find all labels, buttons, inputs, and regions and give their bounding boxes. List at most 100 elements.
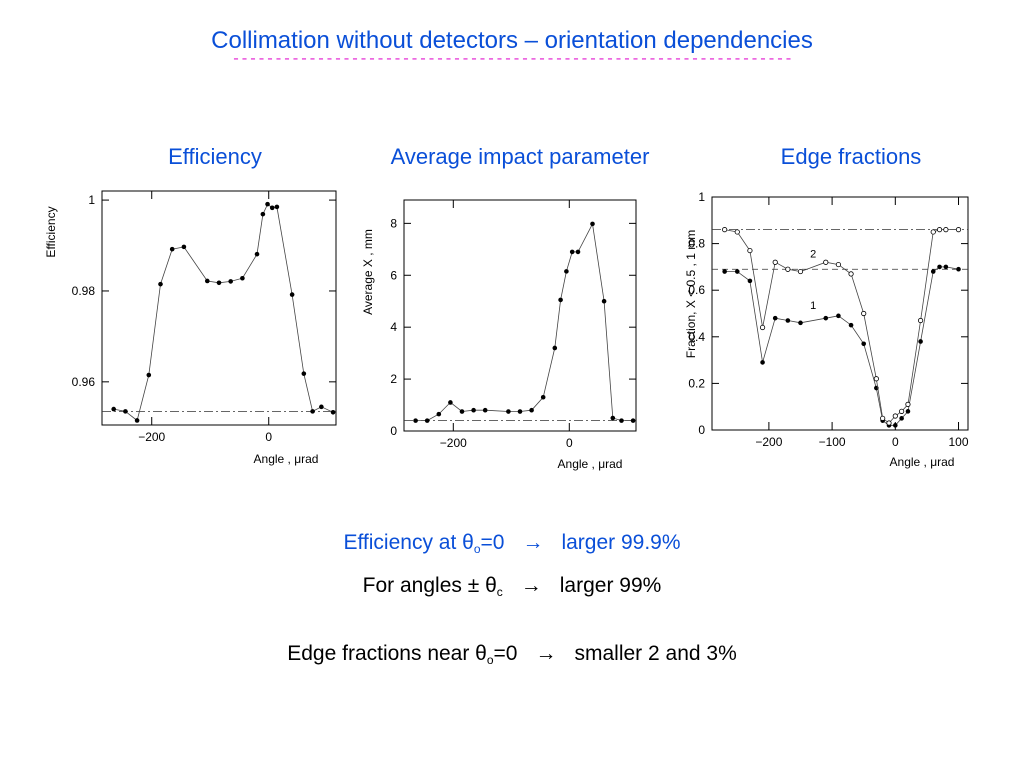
chart2-frame [403,199,637,432]
chart1-point [260,211,266,217]
line3-arrow: → [535,642,557,665]
chart3-point-open [955,227,962,233]
chart3-xtick-label: 100 [949,435,969,449]
chart3-point [893,423,898,428]
chart2-xlabel: Angle , μrad [558,457,623,471]
chart3-point-open [943,227,949,233]
chart1-point [181,244,187,250]
chart3-point [785,318,791,323]
chart1-point [265,201,270,207]
chart1-point [319,404,324,410]
line3-pre: Edge fractions near θ [287,642,487,665]
chart3-point [836,313,841,319]
line1-arrow: → [522,531,544,554]
chart1-point [310,409,315,414]
chart2-point [564,269,569,274]
chart3-point-open [899,408,905,414]
line3-post: =0 [493,642,518,665]
chart3-point-open [835,261,842,268]
chart3-point [848,322,854,328]
chart3-ytick-label: 1 [698,190,705,204]
panel-title-impact: Average impact parameter [390,144,650,169]
chart2-ytick-label: 6 [390,268,397,282]
chart2-point [558,297,563,303]
chart2-point [575,249,581,255]
chart3-point [918,339,923,344]
chart1-point [330,409,336,415]
chart2-point [529,407,534,413]
chart2-ytick-label: 2 [390,372,397,386]
chart3-point-open [785,266,791,272]
chart3-series-2-line [724,229,959,424]
chart2-point [448,400,453,405]
line1-sub: o [473,542,481,556]
chart2-ytick-label: 8 [390,216,397,230]
chart3-point [798,320,803,326]
chart3-point-open [759,324,766,331]
chart1-ytick-label: 1 [88,193,95,207]
chart3-ytick-label: 0.4 [688,330,705,344]
chart1-point [240,275,245,281]
chart2-point [424,418,430,423]
chart3-point [943,264,949,270]
chart3-ytick-label: 0.8 [688,237,705,251]
chart3-ylabel: Fraction, X < 0.5 , 1 mm [684,230,698,358]
text-line-edge: Edge fractions near θo=0 → smaller 2 and 3… [0,642,1024,667]
chart3-point-open [823,259,829,265]
chart2-point [413,418,418,423]
chart1-point [169,246,175,252]
panel-title-efficiency: Efficiency [168,144,262,169]
chart3-point [899,416,904,421]
chart3-point-open [772,259,778,265]
line2-sub: c [496,585,503,599]
chart3-point [861,341,867,347]
chart2-ytick-label: 4 [390,320,397,334]
chart3-ytick-label: 0.6 [688,283,705,297]
chart3-point [772,315,778,321]
chart3-point-open [722,227,728,233]
chart3-point-open [880,415,886,421]
chart3-ytick-label: 0.2 [688,376,705,390]
chart3-point-open [917,317,924,324]
chart2-point [619,418,624,423]
chart3-xtick-label: −100 [819,435,846,449]
panel-title-edge: Edge fractions [780,144,922,169]
chart3-point-open [747,247,753,254]
chart1-point [134,418,140,423]
chart3-point [956,266,961,272]
line1-pre: Efficiency at θ [343,531,474,554]
chart3-point [722,269,727,274]
chart1-point [111,406,116,412]
chart3-ytick-label: 0 [698,423,705,437]
chart1-xtick-label: −200 [138,430,165,444]
chart3-series-1-line [724,266,959,426]
line3-sub: o [486,653,494,667]
chart3-frame [711,196,969,431]
chart3-xtick-label: 0 [892,435,899,449]
chart2-point [471,407,476,413]
chart1-series-1-line [113,203,334,422]
line1-tail: larger 99.9% [561,531,681,554]
line2-pre: For angles ± θ [362,574,497,597]
chart3-point [823,315,829,321]
chart3-point [930,269,936,274]
title-underline: ----------------------------------------… [231,52,793,67]
text-line-angles: For angles ± θc → larger 99% [0,574,1024,599]
chart3-point [905,409,911,414]
chart1-ytick-label: 0.98 [72,284,96,298]
chart3-xlabel: Angle , μrad [890,455,955,469]
chart3-point-open [797,268,804,275]
line2-arrow: → [520,574,542,597]
chart1-point [254,251,260,257]
chart2-point [601,298,607,304]
chart1-point [216,280,222,286]
chart1-xtick-label: 0 [265,430,272,444]
chart1-point [228,279,233,284]
chart3-point-open [734,229,740,235]
chart3-point-open [892,413,898,419]
chart2-ylabel: Average X , mm [361,229,375,315]
chart3-point [760,360,765,365]
chart2-point [610,415,616,421]
chart1-xlabel: Angle , μrad [254,452,319,466]
